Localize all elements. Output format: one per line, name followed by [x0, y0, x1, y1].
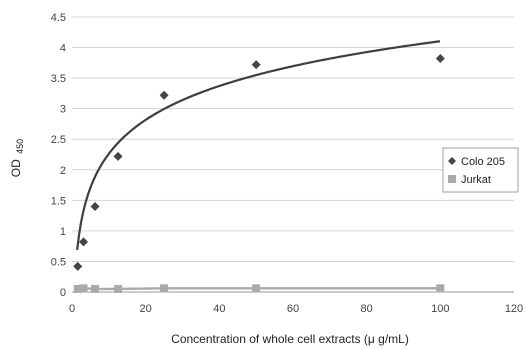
y-axis-ticks: 0 0.5 1 1.5 2 2.5 3 3.5 4 4.5 — [51, 12, 66, 299]
x-tick-label: 100 — [431, 303, 449, 315]
point-jurkat — [114, 284, 123, 293]
point-colo205 — [251, 60, 261, 70]
legend-label-colo205: Colo 205 — [461, 156, 505, 168]
x-tick-label: 0 — [69, 303, 75, 315]
legend-box — [442, 147, 519, 193]
point-colo205 — [113, 151, 123, 161]
x-tick-label: 20 — [140, 303, 152, 315]
y-tick-label: 2 — [60, 165, 66, 177]
y-tick-label: 3.5 — [51, 73, 66, 85]
x-tick-label: 60 — [287, 303, 299, 315]
x-tick-label: 40 — [213, 303, 225, 315]
point-jurkat — [436, 284, 445, 293]
point-colo205 — [90, 201, 100, 211]
series-layer — [73, 40, 445, 293]
y-tick-label: 1.5 — [51, 195, 66, 207]
x-tick-label: 120 — [505, 303, 523, 315]
y-tick-label: 4.5 — [51, 12, 66, 24]
y-tick-label: 0 — [60, 287, 66, 299]
x-tick-label: 80 — [361, 303, 373, 315]
y-tick-label: 2.5 — [51, 134, 66, 146]
legend: Colo 205 Jurkat — [442, 147, 519, 193]
point-jurkat — [73, 284, 82, 293]
gridlines — [72, 16, 514, 293]
legend-marker-colo205 — [448, 157, 456, 165]
y-tick-label: 0.5 — [51, 256, 66, 268]
legend-marker-jurkat — [448, 175, 456, 183]
y-tick-label: 4 — [60, 43, 66, 55]
x-axis-label: Concentration of whole cell extracts (μ … — [171, 332, 409, 346]
point-colo205 — [435, 54, 445, 64]
point-jurkat — [91, 284, 100, 293]
point-colo205 — [73, 261, 83, 271]
y-tick-label: 1 — [60, 226, 66, 238]
trendline-colo205 — [76, 40, 441, 251]
x-axis-ticks: 0 20 40 60 80 100 120 — [69, 303, 523, 315]
point-jurkat — [160, 284, 169, 293]
point-colo205 — [79, 237, 89, 247]
point-jurkat — [252, 284, 261, 293]
y-tick-label: 3 — [60, 104, 66, 116]
legend-label-jurkat: Jurkat — [461, 174, 491, 186]
point-jurkat — [79, 284, 88, 293]
y-axis-label: OD 450 — [9, 139, 25, 177]
point-colo205 — [159, 90, 169, 100]
